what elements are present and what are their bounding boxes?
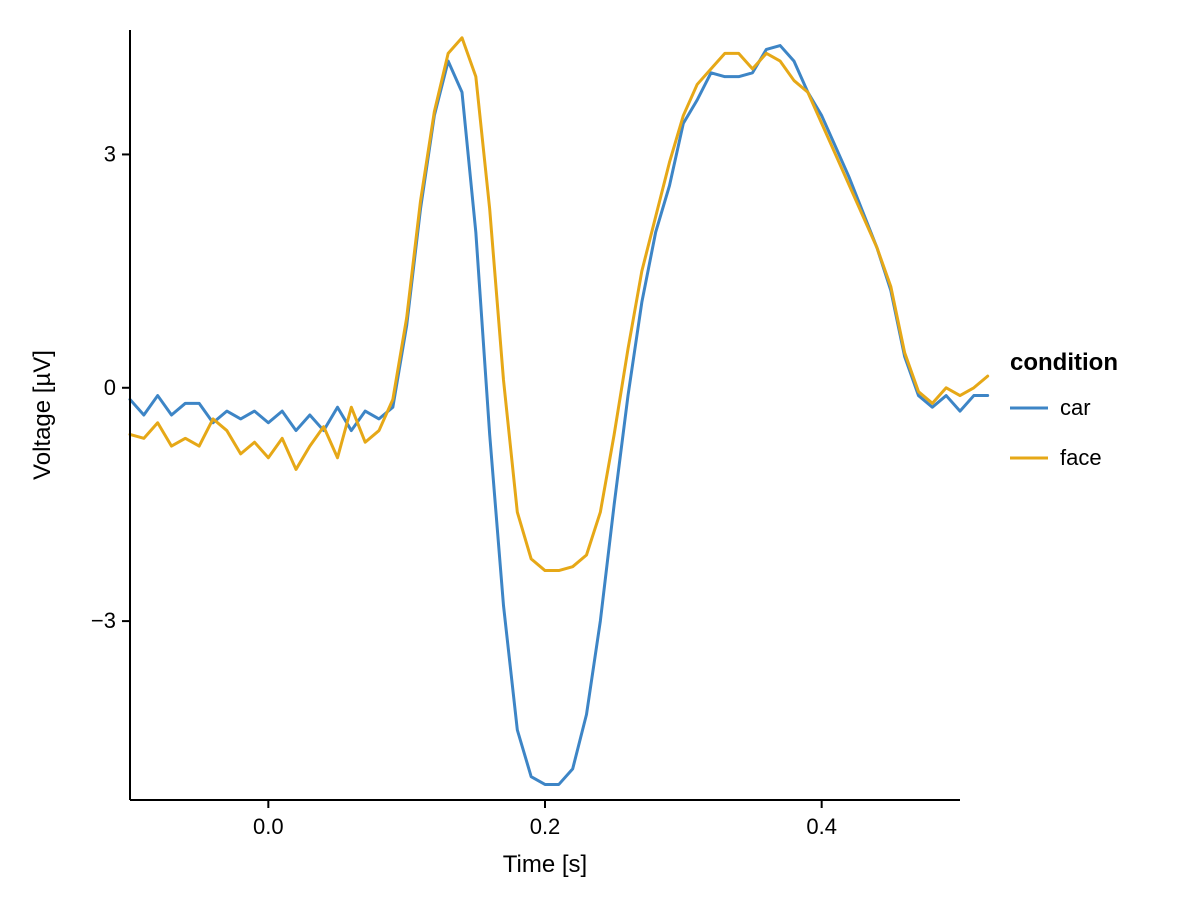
y-axis-title: Voltage [µV]: [29, 350, 56, 480]
x-tick-label: 0.0: [253, 814, 284, 839]
y-tick-label: −3: [91, 608, 116, 633]
voltage-time-chart: 0.0 0.2 0.4 Time [s] −3 0 3 Voltage [µV] conditi…: [0, 0, 1200, 900]
chart-svg: 0.0 0.2 0.4 Time [s] −3 0 3 Voltage [µV] conditi…: [0, 0, 1200, 900]
legend-label-car: car: [1060, 395, 1091, 420]
x-tick-label: 0.4: [806, 814, 837, 839]
y-tick-label: 3: [104, 141, 116, 166]
chart-background: [0, 0, 1200, 900]
legend-label-face: face: [1060, 445, 1102, 470]
x-axis-title: Time [s]: [503, 851, 587, 878]
x-tick-label: 0.2: [530, 814, 561, 839]
y-tick-label: 0: [104, 375, 116, 400]
legend-title: condition: [1010, 349, 1118, 376]
